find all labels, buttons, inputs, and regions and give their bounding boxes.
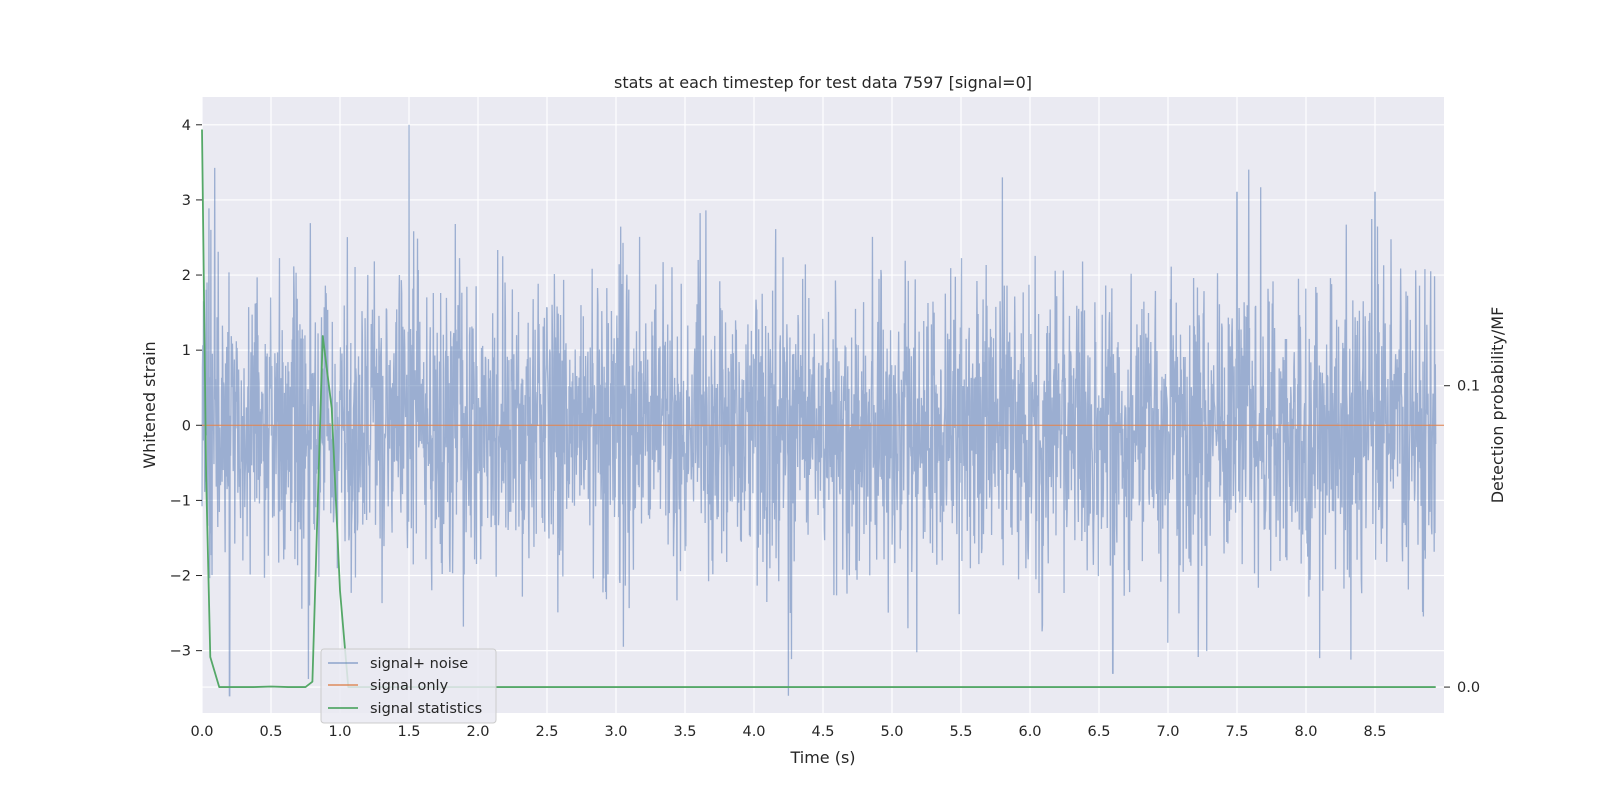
- x-tick-label: 0.5: [259, 724, 282, 740]
- x-tick-label: 4.0: [742, 724, 765, 740]
- y-tick-label: −1: [170, 493, 191, 509]
- y2-axis-label: Detection probability/MF: [1488, 307, 1507, 504]
- x-tick-label: 7.0: [1156, 724, 1179, 740]
- legend-label-signal-noise: signal+ noise: [370, 656, 468, 672]
- y-tick-label: −3: [170, 644, 191, 660]
- y-tick-label: 1: [182, 343, 191, 359]
- legend-box: [320, 648, 497, 724]
- x-tick-label: 5.0: [880, 724, 903, 740]
- x-tick-label: 0.0: [190, 724, 213, 740]
- legend-label-signal-statistics: signal statistics: [370, 701, 482, 717]
- y-tick-label: −2: [170, 569, 191, 585]
- x-tick-label: 1.0: [328, 724, 351, 740]
- legend-label-signal-only: signal only: [370, 678, 449, 694]
- y-tick-label: 0: [182, 418, 191, 434]
- y-axis-ticks: 4 3 2 1 0 −1 −2 −3: [170, 118, 202, 660]
- x-tick-label: 7.5: [1225, 724, 1248, 740]
- x-tick-label: 3.0: [604, 724, 627, 740]
- signal-noise-line: [201, 124, 1437, 697]
- x-axis-ticks: 0.0 0.5 1.0 1.5 2.0 2.5 3.0 3.5 4.0 4.5 5.0 5.5 6.0 6…: [190, 724, 1386, 740]
- y2-tick-label: 0.0: [1457, 680, 1480, 696]
- x-axis-label: Time (s): [789, 748, 855, 767]
- x-tick-label: 1.5: [397, 724, 420, 740]
- x-tick-label: 8.0: [1294, 724, 1317, 740]
- series-signal-noise: [201, 124, 1437, 697]
- x-tick-label: 8.5: [1363, 724, 1386, 740]
- y-axis-label: Whitened strain: [140, 341, 159, 468]
- signal-statistics-line: [201, 129, 1436, 688]
- x-tick-label: 6.5: [1087, 724, 1110, 740]
- legend: signal+ noise signal only signal statist…: [320, 648, 497, 724]
- x-tick-label: 5.5: [949, 724, 972, 740]
- x-tick-label: 2.5: [535, 724, 558, 740]
- y2-tick-label: 0.1: [1457, 379, 1480, 395]
- chart-title: stats at each timestep for test data 759…: [614, 73, 1032, 92]
- series-signal-statistics: [201, 129, 1436, 688]
- x-tick-label: 2.0: [466, 724, 489, 740]
- x-tick-label: 3.5: [673, 724, 696, 740]
- y-tick-label: 2: [182, 268, 191, 284]
- y2-axis-ticks: 0.1 0.0: [1444, 379, 1480, 696]
- x-tick-label: 6.0: [1018, 724, 1041, 740]
- x-tick-label: 4.5: [811, 724, 834, 740]
- y-tick-label: 3: [182, 193, 191, 209]
- y-tick-label: 4: [182, 118, 191, 134]
